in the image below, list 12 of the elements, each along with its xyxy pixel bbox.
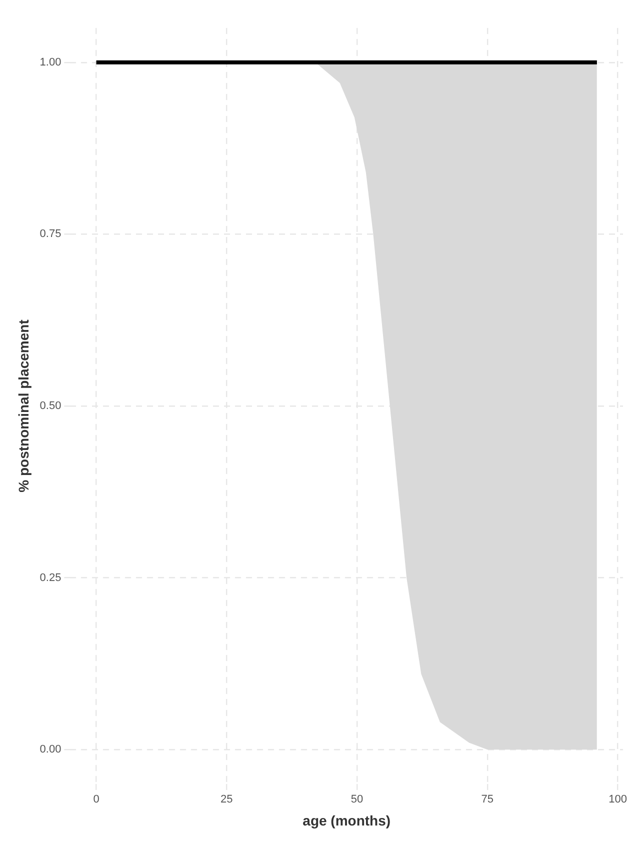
- x-tick-label: 100: [608, 794, 627, 806]
- x-tick-label: 25: [220, 794, 233, 806]
- x-tick-label: 0: [93, 794, 100, 806]
- y-tick-label: 0.50: [40, 400, 62, 412]
- x-tick-label: 50: [350, 794, 364, 806]
- y-axis-title: % postnominal placement: [15, 319, 32, 492]
- x-axis-title: age (months): [302, 812, 391, 828]
- x-tick-label: 75: [481, 794, 494, 806]
- y-tick-label: 1.00: [40, 56, 62, 68]
- y-tick-label: 0.00: [40, 744, 62, 756]
- y-tick-label: 0.25: [40, 572, 62, 584]
- y-tick-label: 0.75: [40, 228, 62, 240]
